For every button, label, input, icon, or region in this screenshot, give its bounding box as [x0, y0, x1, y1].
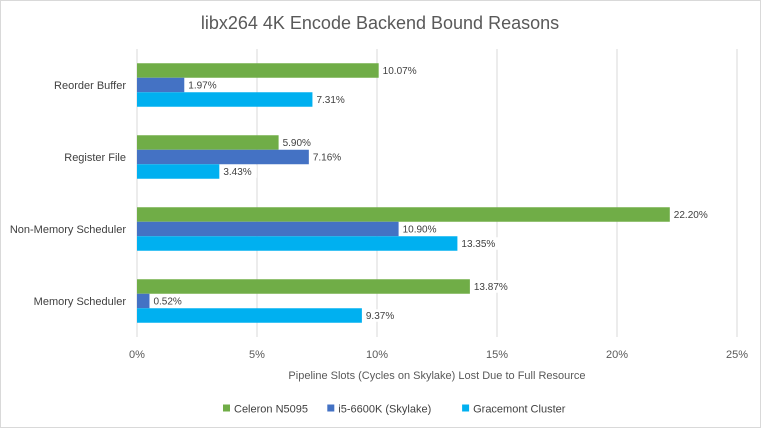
x-tick-label: 25%	[726, 349, 748, 361]
chart-title: libx264 4K Encode Backend Bound Reasons	[201, 13, 559, 33]
data-label: 7.31%	[316, 95, 344, 106]
x-axis-title: Pipeline Slots (Cycles on Skylake) Lost …	[288, 370, 585, 382]
data-label: 13.35%	[461, 239, 495, 250]
data-label-background	[310, 150, 347, 164]
data-label: 7.16%	[313, 153, 341, 164]
bar	[137, 77, 185, 93]
legend-swatch	[462, 404, 470, 412]
bar	[137, 63, 379, 78]
category-label: Non-Memory Scheduler	[10, 224, 126, 236]
bar	[137, 308, 362, 323]
data-label-background	[151, 294, 187, 308]
bar	[137, 92, 313, 107]
x-tick-labels: 0% 5% 10% 15% 20% 25%	[129, 349, 748, 361]
data-label-background	[400, 222, 442, 236]
bar	[137, 236, 458, 251]
bar	[137, 164, 220, 179]
x-tick-label: 0%	[129, 349, 145, 361]
data-label: 5.90%	[283, 138, 311, 149]
legend-entry: Gracemont Cluster	[473, 404, 566, 416]
data-label: 13.87%	[474, 282, 508, 293]
data-label: 22.20%	[674, 210, 708, 221]
data-labels: 10.07% 1.97% 7.31% 5.90%7.16% 3.43% 22.20% 10.…	[151, 64, 714, 322]
data-label: 10.07%	[383, 66, 417, 77]
data-label-background	[459, 237, 501, 250]
bar	[137, 279, 470, 294]
bar	[137, 293, 150, 309]
legend-swatch	[223, 404, 230, 412]
bar	[137, 207, 670, 222]
category-label: Register File	[64, 152, 126, 164]
data-label: 10.90%	[403, 225, 437, 236]
x-tick-label: 15%	[486, 349, 508, 361]
legend-entry: Celeron N5095	[234, 404, 308, 416]
data-label: 1.97%	[188, 81, 216, 92]
x-tick-label: 20%	[606, 349, 628, 361]
bar	[137, 221, 399, 237]
data-label: 9.37%	[366, 311, 394, 322]
legend-swatch	[327, 404, 335, 412]
data-label: 0.52%	[153, 297, 181, 308]
x-tick-label: 10%	[366, 349, 388, 361]
x-tick-label: 5%	[249, 349, 265, 361]
bars	[137, 63, 670, 323]
gridlines	[136, 49, 738, 337]
legend-entry: i5-6600K (Skylake)	[338, 404, 431, 416]
bar	[137, 149, 309, 165]
data-label-background	[186, 78, 222, 92]
data-label-background	[671, 208, 714, 221]
data-label-background	[471, 280, 514, 293]
data-label-background	[221, 165, 257, 178]
category-label: Memory Scheduler	[34, 296, 127, 308]
data-label-background	[380, 64, 423, 77]
data-label-background	[363, 309, 400, 322]
data-label: 3.43%	[223, 167, 251, 178]
bar	[137, 135, 279, 150]
legend: Celeron N5095 i5-6600K (Skylake) Gracemont…	[223, 404, 566, 416]
data-label-background	[280, 136, 317, 149]
category-label: Reorder Buffer	[54, 80, 126, 92]
data-label-background	[314, 93, 350, 106]
category-labels: Reorder Buffer Register File Non-Memory Sc…	[10, 80, 126, 308]
